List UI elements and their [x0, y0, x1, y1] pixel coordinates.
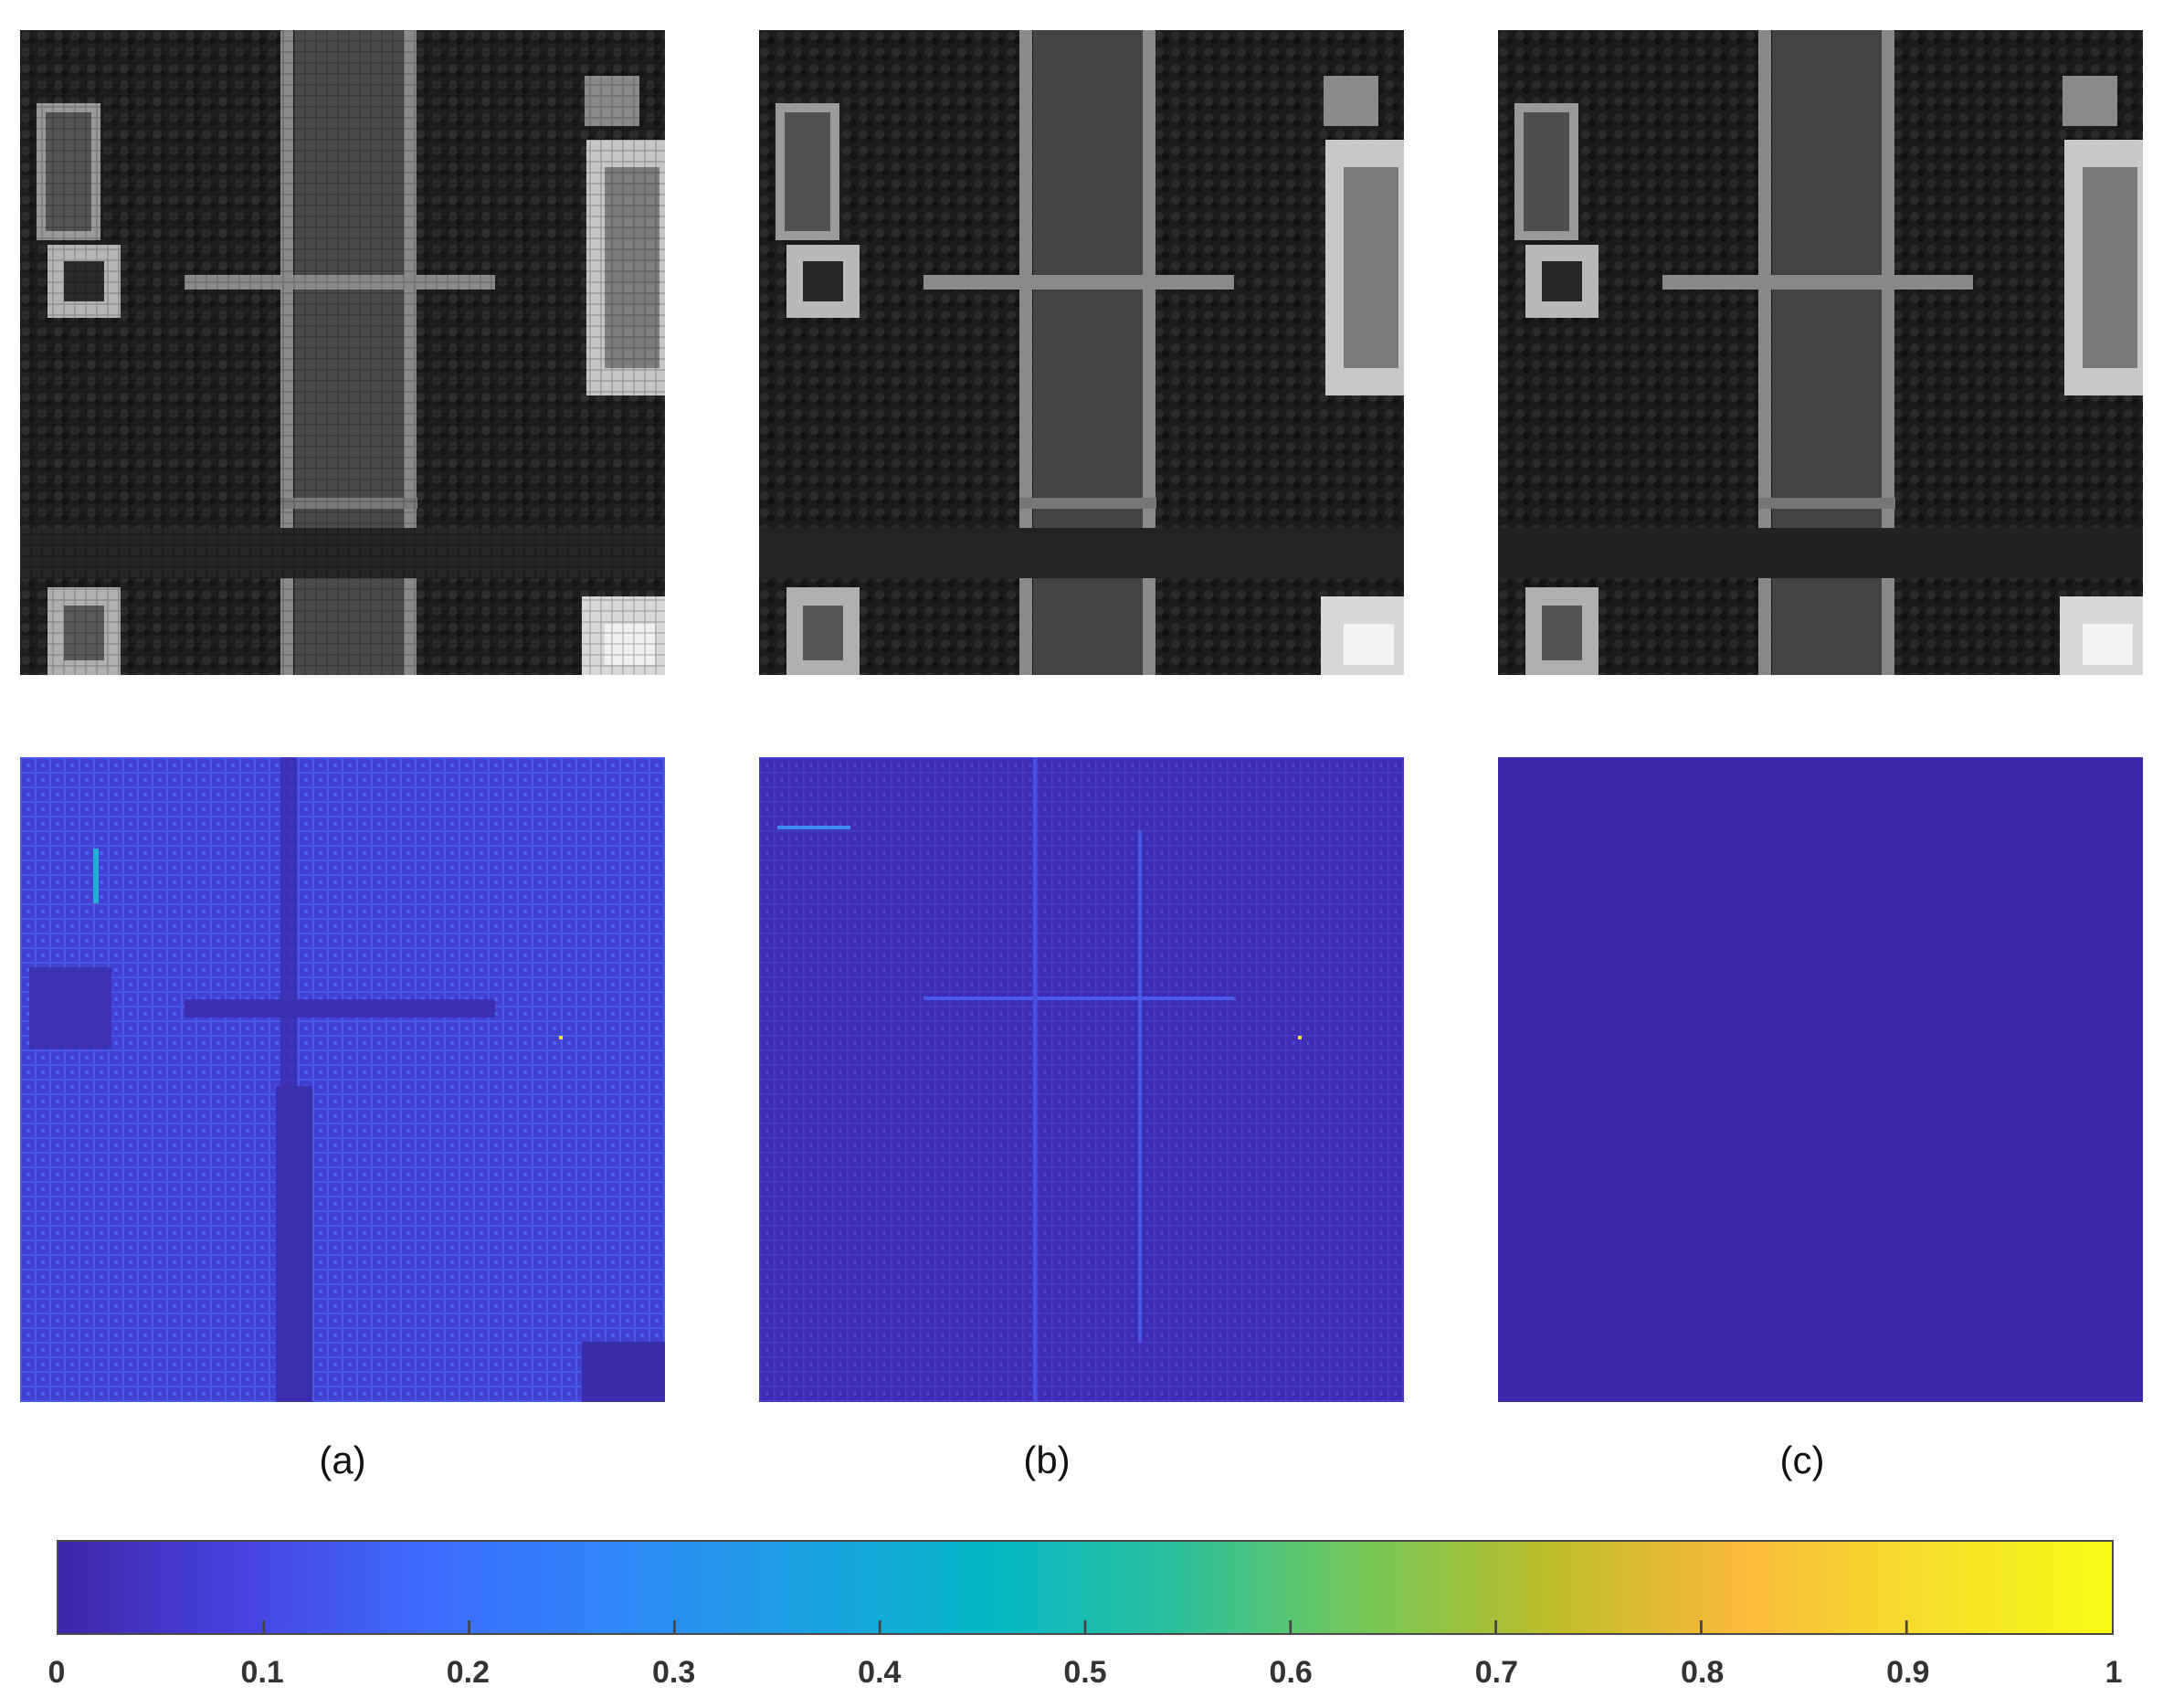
colorbar-tick-label: 0.1: [240, 1655, 284, 1690]
colorbar-tick-label: 1: [2105, 1655, 2123, 1690]
aerial-image-b: [759, 30, 1404, 675]
error-map-c: [1498, 757, 2143, 1402]
colorbar-tick-label: 0.2: [446, 1655, 491, 1690]
colorbar-tick-label: 0: [47, 1655, 66, 1690]
aerial-image-c: [1498, 30, 2143, 675]
colorbar-tick-label: 0.5: [1063, 1655, 1107, 1690]
caption-c: (c): [1779, 1439, 1825, 1481]
colorbar-tick-label: 0.8: [1680, 1655, 1725, 1690]
aerial-image-a: [20, 30, 665, 675]
colorbar: [57, 1540, 2114, 1635]
colorbar-tick-label: 0.9: [1886, 1655, 1930, 1690]
colorbar-tick-label: 0.4: [858, 1655, 902, 1690]
colorbar-tick-labels: 0 0.1 0.2 0.3 0.4 0.5 0.6 0.7 0.8 0.9 1: [48, 1635, 2123, 1690]
error-map-a: [20, 757, 665, 1402]
colorbar-tick-label: 0.3: [651, 1655, 696, 1690]
colorbar-tick-label: 0.7: [1474, 1655, 1519, 1690]
caption-b: (b): [1023, 1439, 1071, 1481]
error-map-b: [759, 757, 1404, 1402]
caption-a: (a): [319, 1439, 366, 1481]
colorbar-tick-label: 0.6: [1269, 1655, 1313, 1690]
